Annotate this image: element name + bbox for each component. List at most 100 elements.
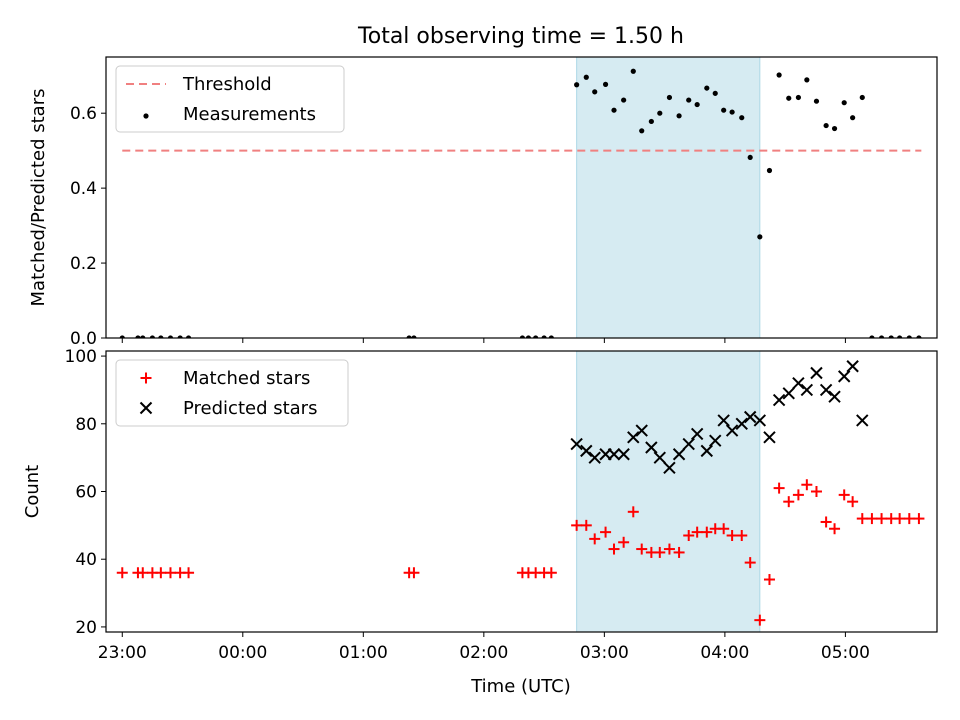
predicted-stars-point [588,451,601,464]
predicted-stars-point [810,366,823,380]
y-tick-label: 0.2 [70,254,97,274]
legend-marker [143,113,149,119]
predicted-stars-point [800,383,814,397]
measurements-point [786,95,792,101]
predicted-stars-point [782,387,795,400]
predicted-stars-point [682,437,695,451]
predicted-stars-point [580,444,593,458]
measurements-point [548,335,554,338]
matched-stars-point [701,526,713,538]
series-layer [119,68,922,338]
matched-stars-point [654,546,666,558]
matched-stars-point [545,567,557,579]
matched-stars-point [608,543,620,555]
predicted-stars-point [856,414,869,427]
matched-stars-point [683,530,695,542]
y-tick-label: 20 [75,618,97,638]
predicted-stars-point [763,431,776,444]
measurements-point [519,335,526,338]
predicted-stars-point [717,414,730,427]
measurements-point [666,94,673,101]
predicted-stars-point [653,451,667,464]
measurements-point [850,115,856,121]
measurements-point [694,101,700,108]
measurements-point [119,335,125,338]
measurements-point [167,335,174,338]
matched-stars-point [763,574,775,586]
measurements-point [712,90,718,96]
legend: Threshold Measurements [115,65,345,133]
measurements-point [149,335,156,338]
legend-label: Predicted stars [183,398,317,419]
measurements-point [611,107,617,113]
measurements-point [583,74,589,80]
matched-stars-point [773,482,785,494]
measurements-point [574,82,580,88]
measurements-point [813,98,820,104]
predicted-stars-point [846,360,859,373]
measurements-point [906,335,912,338]
matched-stars-point [820,516,832,528]
predicted-stars-point [792,376,805,390]
matched-stars-point [137,567,149,579]
matched-stars-point [571,519,583,531]
y-tick-label: 80 [75,415,97,435]
matched-stars-point [408,567,420,579]
legend: Matched stars Predicted stars [115,359,349,427]
matched-stars-point [663,543,675,555]
x-tick-label: 05:00 [821,643,870,663]
measurements-point [602,81,609,87]
matched-stars-point [754,614,766,626]
measurements-point [729,109,735,115]
matched-stars-point [866,513,878,525]
matched-stars-point [618,536,630,548]
measurements-point [776,72,782,78]
measurements-point [757,234,763,240]
measurements-point [859,94,865,101]
predicted-stars-point [772,393,786,407]
predicted-stars-point [743,410,757,424]
legend-box [115,65,345,133]
measurements-point [721,107,727,113]
matched-stars-point [913,513,925,525]
matched-stars-point [847,496,859,508]
predicted-stars-point [735,417,748,430]
shaded-span [576,56,761,339]
legend-label: Measurements [183,104,316,125]
predicted-stars-point [700,444,714,458]
predicted-stars-point [837,370,851,383]
measurements-point [541,335,547,338]
matched-stars-point [783,496,795,508]
measurements-point [841,100,847,106]
measurements-point [739,115,745,121]
measurements-point [657,110,663,116]
predicted-stars-point [828,390,841,403]
x-tick-label: 04:00 [700,643,749,663]
measurements-point [648,118,654,125]
predicted-stars-point [627,431,640,444]
y-tick-label: 0.6 [70,104,97,124]
measurements-point [747,154,753,161]
matched-stars-point [164,567,176,579]
measurements-point [869,335,875,338]
measurements-point [766,167,773,174]
matched-stars-point [600,526,612,538]
matched-stars-point [155,567,167,579]
x-tick-label: 01:00 [339,643,388,663]
predicted-stars-point [709,434,722,447]
matched-stars-point [792,489,804,501]
predicted-stars-point [645,441,658,454]
measurements-point [897,335,903,338]
x-tick-label: 23:00 [98,643,147,663]
measurements-point [140,335,146,338]
predicted-stars-point [690,427,704,441]
x-tick-label: 03:00 [580,643,629,663]
legend-box [115,359,349,427]
y-axis-label: Count [22,465,43,518]
matched-stars-point [718,523,730,535]
measurements-point [676,113,682,119]
matched-stars-point [736,530,748,542]
top-panel: 0.0 0.2 0.4 0.6 Matched/Predicted stars Thres… [28,56,938,349]
